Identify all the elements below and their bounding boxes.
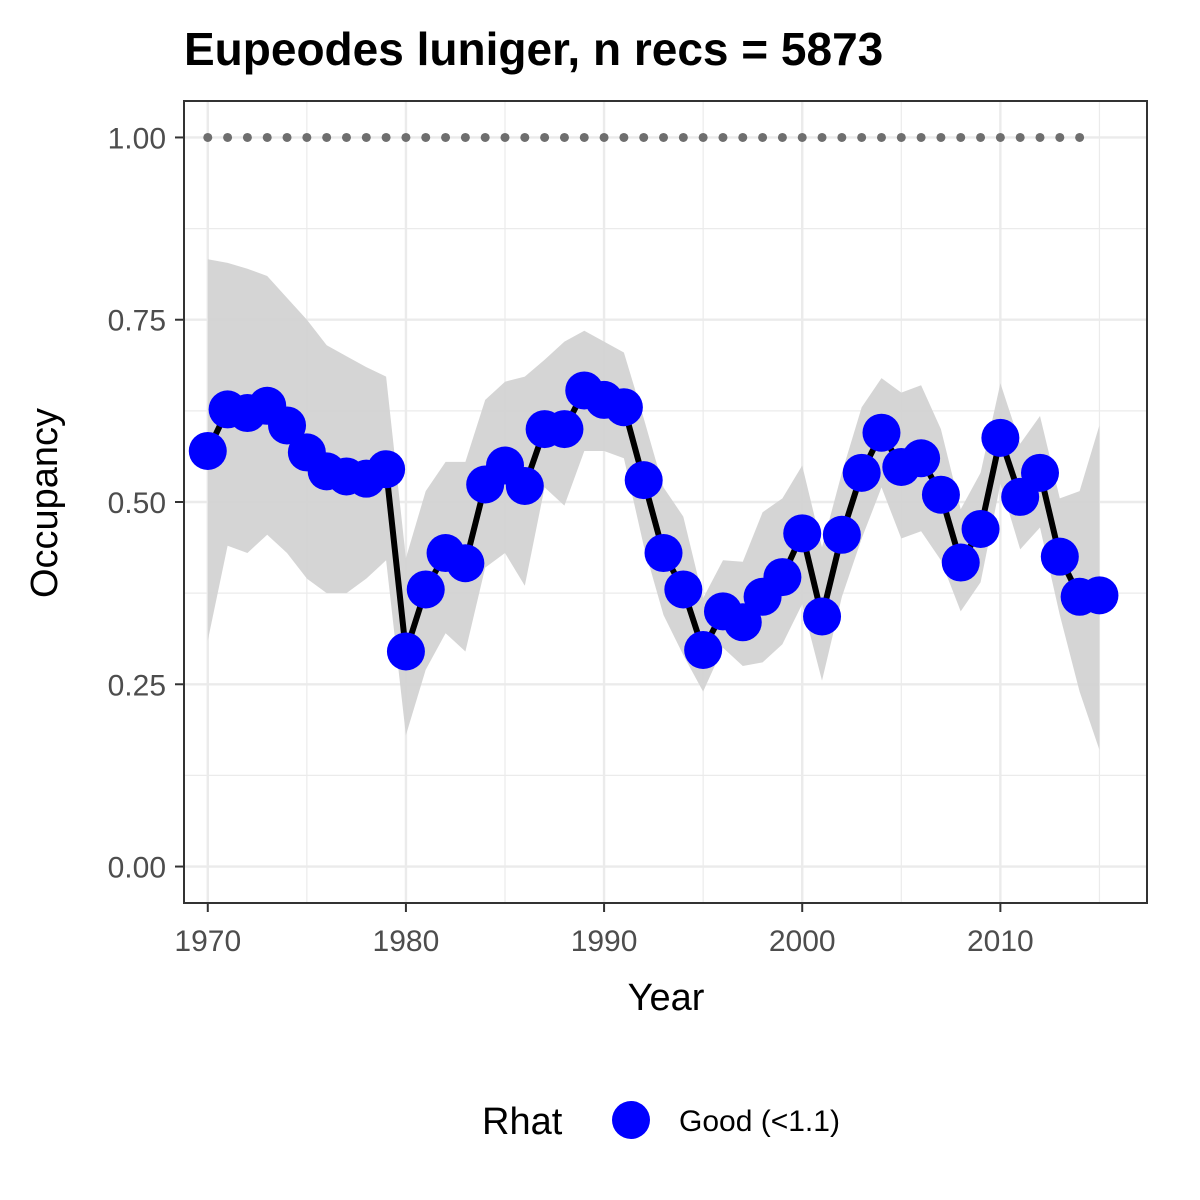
occupancy-point: [862, 413, 901, 452]
reference-point: [678, 132, 688, 142]
reference-point: [401, 132, 411, 142]
x-tick-label: 2010: [967, 925, 1034, 958]
reference-point: [837, 132, 847, 142]
occupancy-point: [367, 450, 406, 489]
occupancy-point: [386, 632, 425, 671]
reference-point: [480, 132, 490, 142]
occupancy-point: [624, 461, 663, 500]
y-tick-label: 1.00: [108, 122, 166, 155]
occupancy-point: [406, 570, 445, 609]
occupancy-point: [505, 466, 544, 505]
reference-point: [302, 132, 312, 142]
reference-point: [500, 132, 510, 142]
y-tick-label: 0.75: [108, 305, 166, 338]
reference-point: [896, 132, 906, 142]
x-tick-label: 2000: [769, 925, 836, 958]
legend-label: Good (<1.1): [679, 1105, 840, 1138]
occupancy-point: [188, 431, 227, 470]
chart-title: Eupeodes luniger, n recs = 5873: [184, 23, 883, 75]
legend: Rhat Good (<1.1): [482, 1101, 840, 1143]
reference-point: [738, 132, 748, 142]
reference-point: [777, 132, 787, 142]
occupancy-point: [1080, 576, 1119, 615]
reference-point: [223, 132, 233, 142]
reference-point: [579, 132, 589, 142]
reference-point: [659, 132, 669, 142]
reference-point: [361, 132, 371, 142]
y-tick-label: 0.25: [108, 669, 166, 702]
confidence-ribbon-layer: [207, 259, 1100, 750]
occupancy-point: [822, 515, 861, 554]
reference-point: [421, 132, 431, 142]
reference-point: [559, 132, 569, 142]
occupancy-point: [783, 514, 822, 553]
reference-point: [718, 132, 728, 142]
occupancy-point: [902, 439, 941, 478]
occupancy-point: [1040, 537, 1079, 576]
reference-point: [876, 132, 886, 142]
occupancy-point: [268, 406, 307, 445]
reference-point: [540, 132, 550, 142]
y-tick-label: 0.00: [108, 852, 166, 885]
occupancy-point: [921, 475, 960, 514]
reference-point: [262, 132, 272, 142]
reference-point: [1035, 132, 1045, 142]
reference-point: [322, 132, 332, 142]
reference-point: [381, 132, 391, 142]
occupancy-point: [961, 509, 1000, 548]
occupancy-point: [545, 410, 584, 449]
reference-point: [460, 132, 470, 142]
reference-point: [282, 132, 292, 142]
x-tick-label: 1990: [571, 925, 638, 958]
reference-point: [520, 132, 530, 142]
x-axis-title: Year: [628, 977, 705, 1019]
reference-point: [1075, 132, 1085, 142]
reference-points-layer: [203, 132, 1085, 142]
occupancy-point: [604, 388, 643, 427]
series-points-layer: [188, 371, 1119, 671]
occupancy-point: [803, 597, 842, 636]
occupancy-point: [1021, 453, 1059, 492]
reference-point: [341, 132, 351, 142]
occupancy-point: [763, 558, 802, 597]
reference-point: [916, 132, 926, 142]
occupancy-point: [981, 418, 1020, 457]
reference-point: [441, 132, 451, 142]
reference-point: [203, 132, 213, 142]
reference-point: [1055, 132, 1065, 142]
x-tick-label: 1970: [174, 925, 241, 958]
occupancy-point: [644, 534, 683, 573]
reference-point: [599, 132, 609, 142]
reference-point: [817, 132, 827, 142]
reference-point: [619, 132, 629, 142]
x-tick-label: 1980: [373, 925, 440, 958]
occupancy-point: [446, 544, 485, 583]
reference-point: [242, 132, 252, 142]
reference-point: [797, 132, 807, 142]
reference-point: [936, 132, 946, 142]
reference-point: [698, 132, 708, 142]
x-axis-ticks: 1970 1980 1990 2000 2010: [174, 903, 1034, 958]
occupancy-point: [684, 631, 723, 670]
occupancy-point: [941, 543, 980, 582]
reference-point: [976, 132, 986, 142]
legend-title: Rhat: [482, 1101, 563, 1143]
reference-point: [758, 132, 768, 142]
y-axis-title: Occupancy: [24, 408, 66, 598]
reference-point: [1015, 132, 1025, 142]
reference-point: [639, 132, 649, 142]
occupancy-point: [664, 570, 703, 609]
legend-key-point: [612, 1101, 650, 1139]
reference-point: [995, 132, 1005, 142]
reference-point: [857, 132, 867, 142]
confidence-ribbon: [207, 259, 1100, 750]
y-axis-ticks: 0.00 0.25 0.50 0.75 1.00: [108, 122, 184, 885]
occupancy-point: [842, 453, 881, 492]
occupancy-point: [723, 603, 762, 642]
reference-point: [956, 132, 966, 142]
y-tick-label: 0.50: [108, 487, 166, 520]
